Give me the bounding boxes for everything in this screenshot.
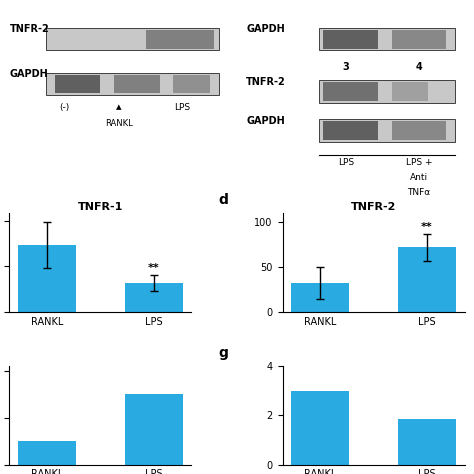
Text: 4: 4 <box>416 62 422 72</box>
Bar <box>291 283 349 312</box>
Text: g: g <box>219 346 228 360</box>
Text: **: ** <box>148 263 160 273</box>
Bar <box>319 80 456 102</box>
Bar <box>398 247 456 312</box>
Bar <box>55 74 100 93</box>
Text: LPS: LPS <box>174 102 191 111</box>
Bar <box>125 394 183 465</box>
Text: LPS +: LPS + <box>406 158 432 167</box>
Text: GAPDH: GAPDH <box>246 24 285 35</box>
Text: TNFα: TNFα <box>407 188 431 197</box>
Bar <box>291 391 349 465</box>
Bar <box>392 82 428 100</box>
Bar <box>146 30 214 48</box>
Text: TNFR-2: TNFR-2 <box>246 76 286 87</box>
Bar <box>18 441 76 465</box>
Bar <box>173 74 210 93</box>
Bar <box>323 82 378 100</box>
Bar <box>398 419 456 465</box>
Bar <box>319 28 456 50</box>
Text: GAPDH: GAPDH <box>246 116 285 126</box>
Bar <box>18 245 76 312</box>
Text: 3: 3 <box>343 62 350 72</box>
Bar <box>125 283 183 312</box>
Title: TNFR-1: TNFR-1 <box>78 202 123 212</box>
Bar <box>392 30 447 48</box>
Text: Anti: Anti <box>410 173 428 182</box>
Bar <box>46 73 219 95</box>
Text: **: ** <box>421 222 433 232</box>
Bar <box>319 119 456 142</box>
Title: TNFR-2: TNFR-2 <box>351 202 396 212</box>
Bar <box>323 30 378 48</box>
Text: TNFR-2: TNFR-2 <box>9 24 49 35</box>
Bar <box>114 74 160 93</box>
Text: RANKL: RANKL <box>105 119 133 128</box>
Bar <box>323 121 378 140</box>
Text: d: d <box>219 193 228 208</box>
Bar <box>392 121 447 140</box>
Text: LPS: LPS <box>338 158 354 167</box>
Text: (-): (-) <box>59 102 69 111</box>
Bar <box>46 28 219 50</box>
Text: $\blacktriangle$: $\blacktriangle$ <box>115 102 122 112</box>
Text: GAPDH: GAPDH <box>9 69 48 79</box>
